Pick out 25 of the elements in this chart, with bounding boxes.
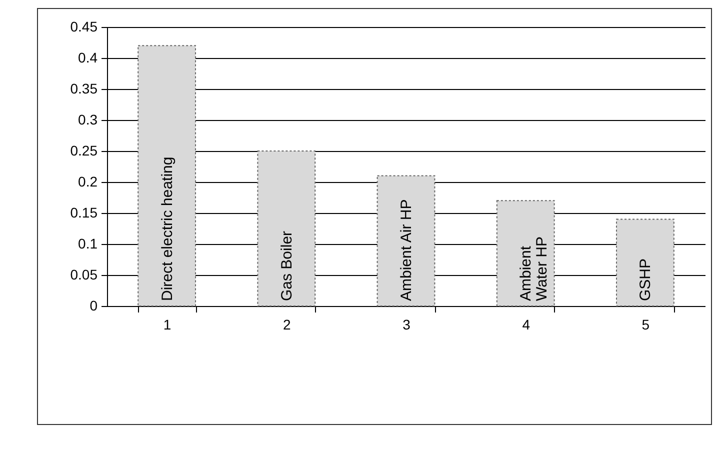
y-tick-label: 0.15 <box>70 204 98 220</box>
bar <box>496 200 555 306</box>
y-tick-label: 0.2 <box>78 174 98 190</box>
annotation: Ambient Air HP <box>398 199 415 301</box>
x-tick-label: 4 <box>522 316 530 332</box>
y-tick-label: 0 <box>90 298 98 314</box>
annotation: Ambient Water HP <box>518 236 551 301</box>
y-tick-label: 0.45 <box>70 18 98 34</box>
annotation: Direct electric heating <box>158 156 176 301</box>
bar <box>616 218 674 306</box>
bar <box>138 45 196 306</box>
y-tick-label: 0.3 <box>78 112 98 128</box>
x-tick-label: 1 <box>163 316 172 332</box>
x-tick-label: 3 <box>402 316 411 332</box>
annotation: GSHP <box>637 258 654 301</box>
bar <box>376 175 436 306</box>
x-tick-label: 5 <box>642 316 650 332</box>
y-tick-label: 0.1 <box>78 236 98 252</box>
y-tick-label: 0.25 <box>70 142 98 158</box>
x-tick-label: 2 <box>283 316 291 332</box>
y-tick-label: 0.4 <box>78 50 98 66</box>
bar <box>257 150 316 306</box>
y-tick-label: 0.35 <box>70 80 98 96</box>
y-tick-label: 0.05 <box>70 266 98 282</box>
annotation: Gas Boiler <box>278 230 296 301</box>
